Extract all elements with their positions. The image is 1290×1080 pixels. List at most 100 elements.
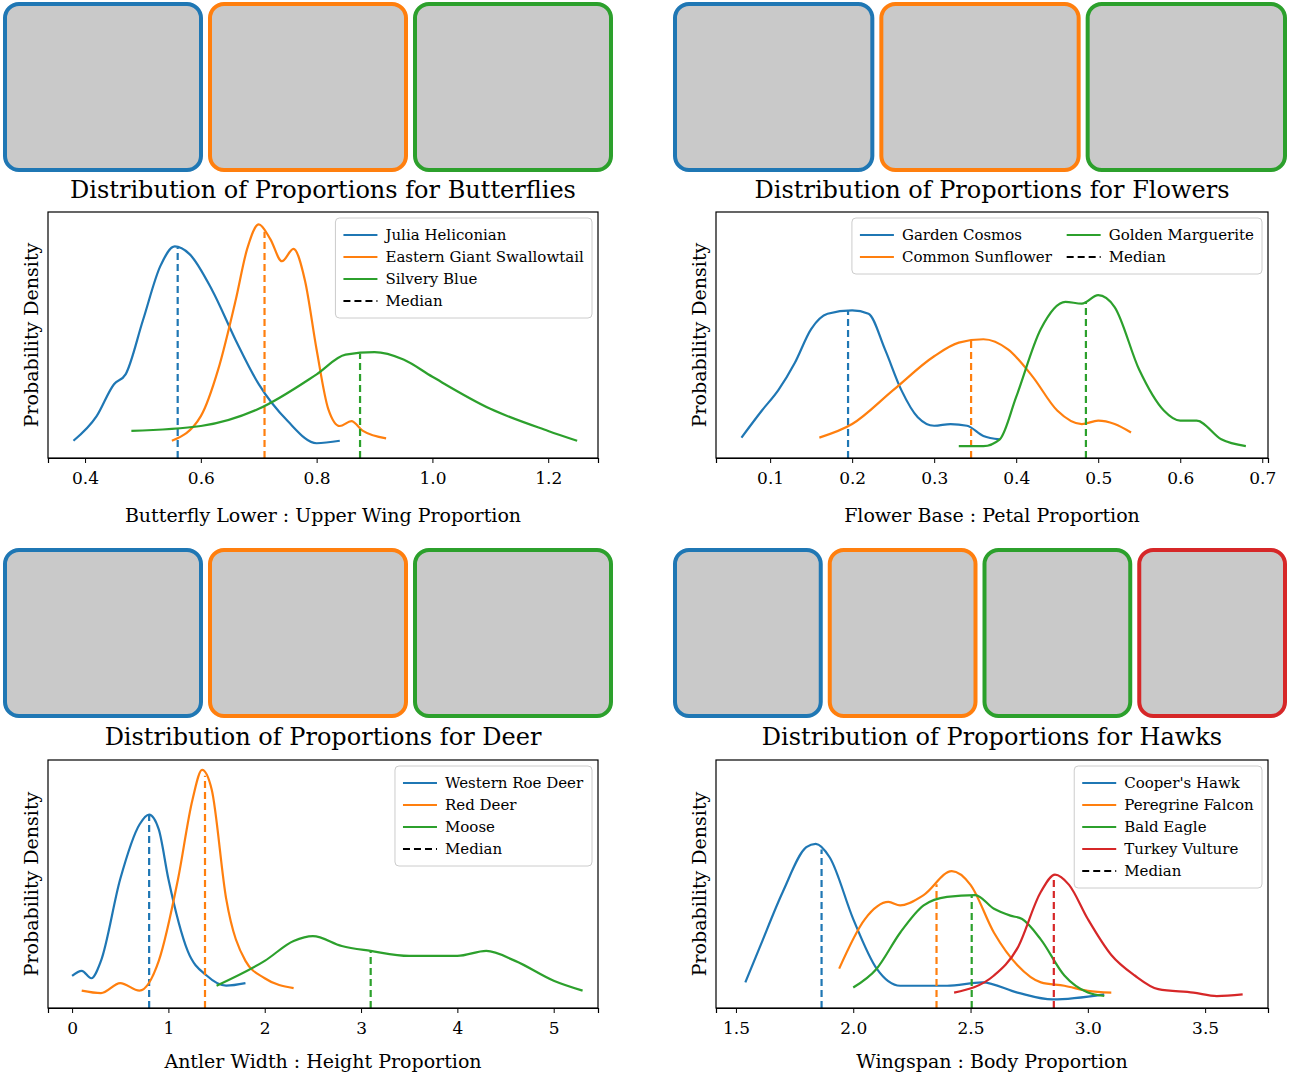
photo-placeholder	[210, 4, 406, 170]
x-tick-mark	[1098, 458, 1099, 463]
x-tick-label: 0.4	[1003, 468, 1030, 488]
plot-background	[48, 212, 598, 458]
x-tick: 1	[163, 1008, 174, 1038]
density-curve	[745, 844, 1104, 1000]
legend-label: Silvery Blue	[385, 270, 477, 288]
x-axis-line	[717, 1009, 1269, 1014]
legend-swatch	[1082, 848, 1116, 850]
density-curve	[73, 246, 339, 443]
x-tick-mark	[432, 458, 433, 463]
x-tick-label: 3.0	[1075, 1018, 1102, 1038]
x-tick-mark	[934, 458, 935, 463]
legend-item: Median	[1067, 248, 1167, 266]
legend-label: Julia Heliconian	[383, 226, 506, 244]
photo-placeholder	[830, 550, 976, 716]
legend-swatch	[343, 256, 377, 258]
x-tick: 4	[452, 1008, 463, 1038]
x-tick-mark	[457, 1008, 458, 1013]
legend-item: Peregrine Falcon	[1082, 796, 1254, 814]
legend-label: Turkey Vulture	[1124, 840, 1238, 858]
x-axis-line	[717, 459, 1269, 464]
legend-label: Golden Marguerite	[1109, 226, 1254, 244]
x-tick: 3	[356, 1008, 367, 1038]
legend-swatch	[1082, 804, 1116, 806]
x-axis-title: Butterfly Lower : Upper Wing Proportion	[125, 504, 521, 526]
panel-title: Distribution of Proportions for Butterfl…	[70, 176, 576, 204]
legend-item: Julia Heliconian	[343, 226, 506, 244]
legend-item: Cooper's Hawk	[1082, 774, 1241, 792]
x-tick: 1.5	[723, 1008, 750, 1038]
legend: Julia HeliconianEastern Giant Swallowtai…	[335, 218, 592, 318]
legend: Cooper's Hawk Peregrine Falcon Bald Eagle T…	[1074, 766, 1262, 888]
panel: Distribution of Proportions for Hawks 1.5…	[675, 550, 1285, 1072]
legend-label: Median	[385, 292, 443, 310]
median-line	[935, 884, 937, 1008]
legend-item: Bald Eagle	[1082, 818, 1206, 836]
legend-item: Median	[343, 292, 443, 310]
density-curve	[82, 770, 294, 993]
figure: Distribution of Proportions for Butterfl…	[0, 0, 1290, 1080]
x-tick-label: 0.4	[72, 468, 99, 488]
median-line	[1085, 301, 1087, 458]
median-line	[971, 895, 973, 1008]
x-tick-mark	[85, 458, 86, 463]
photo-placeholder	[5, 550, 201, 716]
panel-title: Distribution of Proportions for Hawks	[762, 723, 1222, 751]
legend-label: Median	[1109, 248, 1167, 266]
density-curve	[172, 224, 386, 440]
legend: Western Roe DeerRed DeerMooseMedian	[395, 766, 592, 866]
legend-label: Cooper's Hawk	[1124, 774, 1241, 792]
legend-label: Western Roe Deer	[445, 774, 584, 792]
x-tick-label: 0.6	[1167, 468, 1194, 488]
plot-frame	[716, 212, 1268, 458]
x-tick-mark	[1205, 1008, 1206, 1013]
legend-swatch	[1082, 826, 1116, 828]
density-curve	[819, 339, 1131, 437]
x-tick-label: 0.3	[921, 468, 948, 488]
x-tick-mark	[736, 1008, 737, 1013]
plot-marks	[72, 770, 583, 1008]
x-tick-mark	[361, 1008, 362, 1013]
median-line	[370, 951, 372, 1008]
legend-swatch	[403, 804, 437, 806]
median-line	[204, 776, 206, 1008]
legend-item: Western Roe Deer	[403, 774, 584, 792]
density-curve	[959, 295, 1246, 446]
legend-swatch	[403, 848, 437, 850]
x-tick-label: 2.5	[958, 1018, 985, 1038]
x-tick-mark	[1180, 458, 1181, 463]
x-tick-label: 2	[260, 1018, 271, 1038]
x-axis: 1.52.02.53.03.5	[717, 1008, 1269, 1038]
x-tick-label: 1.0	[419, 468, 446, 488]
median-line	[1053, 876, 1055, 1008]
x-tick-mark	[201, 458, 202, 463]
x-tick: 1.0	[419, 458, 446, 488]
legend-frame	[395, 766, 592, 866]
x-tick-label: 1.5	[723, 1018, 750, 1038]
legend-item: Garden Cosmos	[860, 226, 1022, 244]
x-tick-mark	[853, 1008, 854, 1013]
legend-label: Common Sunflower	[902, 248, 1053, 266]
x-tick-label: 0.5	[1085, 468, 1112, 488]
x-tick-label: 5	[549, 1018, 560, 1038]
legend-label: Moose	[445, 818, 495, 836]
legend-swatch	[403, 782, 437, 784]
density-curve	[954, 875, 1243, 996]
y-axis-title: Probability Density	[20, 791, 42, 976]
legend-label: Garden Cosmos	[902, 226, 1022, 244]
plot-background	[716, 212, 1268, 458]
x-tick: 0.1	[757, 458, 784, 488]
photo-placeholder	[1088, 4, 1285, 170]
median-line	[177, 248, 179, 458]
x-tick: 5	[549, 1008, 560, 1038]
x-tick-label: 3.5	[1192, 1018, 1219, 1038]
legend-label: Median	[445, 840, 503, 858]
legend-item: Common Sunflower	[860, 248, 1053, 266]
x-tick-label: 0.6	[188, 468, 215, 488]
legend-frame	[1074, 766, 1262, 888]
legend-swatch	[343, 234, 377, 236]
x-tick: 2	[260, 1008, 271, 1038]
x-tick-label: 3	[356, 1018, 367, 1038]
figure-root: Distribution of Proportions for Butterfl…	[0, 0, 1290, 1080]
x-tick-label: 0.7	[1249, 468, 1276, 488]
